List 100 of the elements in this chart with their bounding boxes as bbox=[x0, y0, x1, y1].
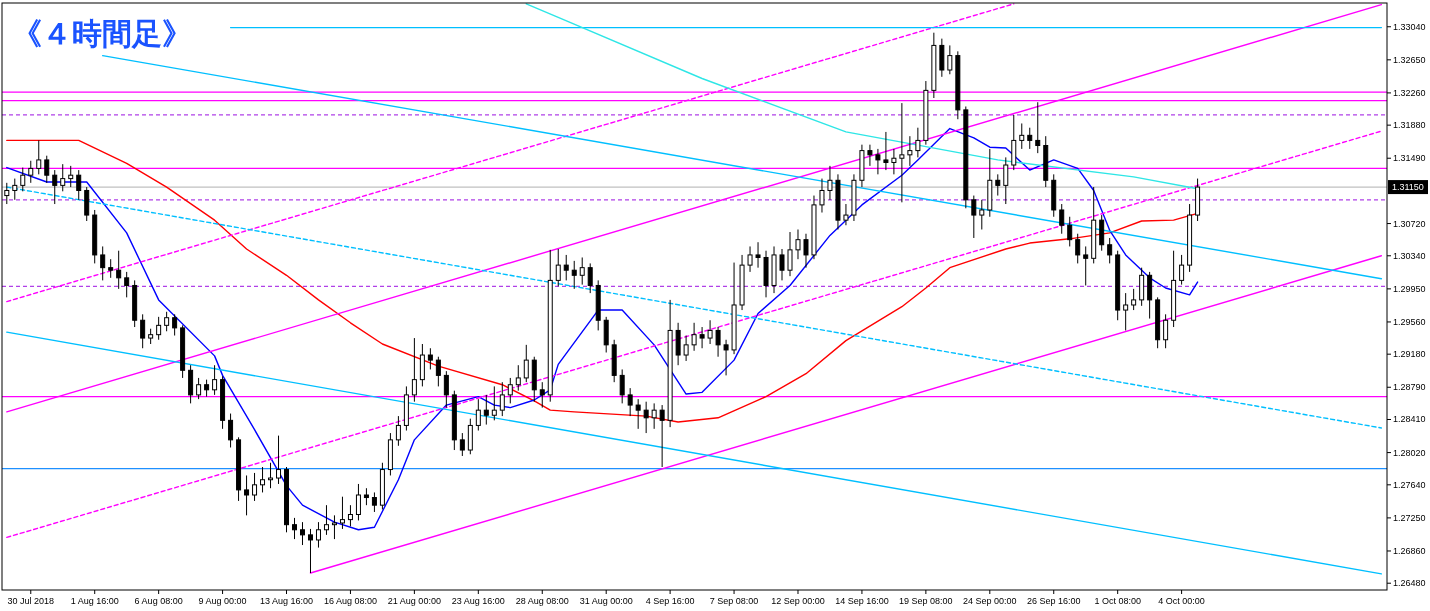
candlestick bbox=[371, 491, 377, 513]
candlestick bbox=[260, 466, 266, 493]
candlestick bbox=[563, 254, 569, 281]
candlestick bbox=[443, 370, 449, 409]
candlestick bbox=[907, 135, 913, 167]
candlestick bbox=[52, 169, 58, 205]
x-tick-label: 16 Aug 08:00 bbox=[323, 596, 377, 606]
candlestick bbox=[571, 260, 577, 290]
candlestick bbox=[643, 401, 649, 434]
y-tick-label: 1.27640 bbox=[1393, 479, 1426, 490]
y-tick-label: 1.26480 bbox=[1393, 578, 1426, 589]
x-tick-label: 24 Sep 00:00 bbox=[963, 596, 1017, 606]
candlestick bbox=[787, 231, 793, 277]
x-tick-label: 14 Sep 16:00 bbox=[835, 596, 889, 606]
candlestick bbox=[347, 504, 353, 527]
candlestick bbox=[995, 173, 1001, 197]
y-tick-label: 1.29950 bbox=[1393, 283, 1426, 294]
candlestick bbox=[300, 521, 305, 546]
candlestick bbox=[1107, 237, 1113, 264]
x-tick-label: 31 Aug 00:00 bbox=[579, 596, 633, 606]
candlestick bbox=[60, 163, 66, 192]
candlestick bbox=[196, 377, 202, 400]
candlestick bbox=[331, 514, 337, 540]
y-tick-label: 1.29560 bbox=[1393, 316, 1426, 327]
candlestick bbox=[523, 344, 529, 383]
candlestick bbox=[140, 313, 146, 349]
candlestick bbox=[555, 248, 561, 287]
ref-line-label: 1.31150 bbox=[1392, 182, 1424, 193]
candlestick bbox=[803, 233, 809, 269]
candlestick bbox=[499, 381, 505, 417]
candlestick bbox=[691, 322, 697, 352]
candlestick bbox=[292, 517, 297, 540]
candlestick bbox=[819, 178, 825, 214]
candlestick bbox=[683, 335, 689, 362]
x-tick-label: 1 Oct 08:00 bbox=[1094, 596, 1141, 606]
candlestick bbox=[1163, 313, 1169, 349]
candlestick bbox=[723, 339, 729, 376]
candlestick bbox=[755, 241, 761, 269]
candlestick bbox=[315, 521, 321, 549]
candlestick bbox=[707, 319, 713, 345]
candlestick bbox=[483, 394, 489, 426]
candlestick bbox=[355, 483, 361, 521]
candlestick bbox=[827, 165, 833, 201]
candlestick bbox=[475, 398, 481, 432]
candlestick bbox=[411, 337, 417, 403]
candlestick bbox=[244, 474, 250, 516]
candlestick bbox=[579, 256, 585, 286]
candlestick bbox=[172, 313, 178, 337]
candlestick bbox=[36, 139, 42, 175]
candlestick bbox=[899, 102, 905, 203]
y-tick-label: 1.32260 bbox=[1393, 87, 1426, 98]
candlestick bbox=[619, 368, 625, 404]
candlestick bbox=[515, 364, 521, 392]
candlestick bbox=[395, 415, 401, 447]
candlestick bbox=[651, 402, 657, 430]
candlestick bbox=[252, 472, 258, 502]
candlestick bbox=[1131, 288, 1137, 311]
x-tick-label: 13 Aug 16:00 bbox=[259, 596, 314, 606]
candlestick bbox=[1075, 233, 1081, 264]
candlestick bbox=[891, 148, 897, 175]
candlestick bbox=[1067, 216, 1073, 247]
text: 《４時間足》 bbox=[12, 17, 192, 50]
candlestick bbox=[747, 245, 753, 273]
y-tick-label: 1.33040 bbox=[1393, 21, 1426, 32]
y-tick-label: 1.26860 bbox=[1393, 545, 1426, 556]
x-tick-label: 30 Jul 2018 bbox=[7, 596, 55, 606]
candlestick bbox=[116, 250, 122, 290]
y-tick-label: 1.28410 bbox=[1393, 414, 1426, 425]
y-tick-label: 1.30720 bbox=[1393, 218, 1426, 229]
candlestick bbox=[1003, 156, 1009, 205]
y-tick-label: 1.29180 bbox=[1393, 349, 1426, 360]
candlestick bbox=[1123, 292, 1129, 331]
candlestick bbox=[323, 504, 329, 536]
x-tick-label: 12 Sep 00:00 bbox=[771, 596, 825, 606]
candlestick bbox=[276, 435, 282, 485]
x-tick-label: 4 Sep 16:00 bbox=[645, 596, 695, 606]
candlestick bbox=[68, 165, 74, 188]
candlestick bbox=[635, 398, 641, 430]
candlestick bbox=[491, 385, 497, 421]
candlestick bbox=[156, 316, 162, 341]
x-tick-label: 19 Sep 08:00 bbox=[899, 596, 953, 606]
candlestick bbox=[339, 496, 345, 530]
x-tick-label: 4 Oct 00:00 bbox=[1158, 596, 1205, 606]
x-tick-label: 6 Aug 08:00 bbox=[134, 596, 183, 606]
y-tick-label: 1.31880 bbox=[1393, 120, 1426, 131]
candlestick bbox=[795, 228, 801, 260]
candlestick bbox=[1083, 245, 1089, 286]
candlestick bbox=[875, 148, 881, 175]
candlestick bbox=[4, 182, 10, 205]
candlestick bbox=[971, 195, 977, 239]
x-tick-label: 21 Aug 00:00 bbox=[387, 596, 441, 606]
y-tick-label: 1.32650 bbox=[1393, 54, 1426, 65]
candlestick bbox=[212, 364, 218, 396]
candlestick bbox=[1019, 122, 1025, 150]
x-tick-label: 9 Aug 00:00 bbox=[198, 596, 247, 606]
candlestick bbox=[867, 144, 873, 167]
candlestick bbox=[1179, 254, 1185, 286]
candlestick bbox=[268, 462, 274, 489]
candlestick bbox=[1027, 127, 1033, 150]
candlestick bbox=[20, 167, 26, 192]
